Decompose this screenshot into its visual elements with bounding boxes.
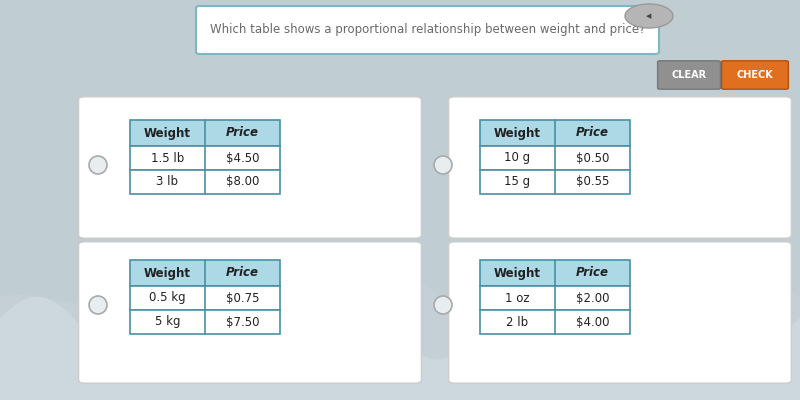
Text: $0.50: $0.50 (576, 152, 609, 164)
FancyBboxPatch shape (130, 310, 280, 334)
Text: Price: Price (576, 266, 609, 280)
Text: 0.5 kg: 0.5 kg (149, 292, 186, 304)
FancyBboxPatch shape (130, 286, 280, 310)
Text: $8.00: $8.00 (226, 176, 259, 188)
FancyBboxPatch shape (130, 120, 280, 146)
Text: ◀: ◀ (646, 13, 652, 19)
Text: 3 lb: 3 lb (157, 176, 178, 188)
FancyBboxPatch shape (480, 146, 630, 170)
Text: $4.00: $4.00 (576, 316, 610, 328)
Circle shape (625, 4, 673, 28)
Text: $7.50: $7.50 (226, 316, 259, 328)
Text: Weight: Weight (494, 266, 541, 280)
Text: 15 g: 15 g (505, 176, 530, 188)
Ellipse shape (434, 156, 452, 174)
FancyBboxPatch shape (480, 120, 630, 146)
FancyBboxPatch shape (449, 242, 791, 383)
Text: $4.50: $4.50 (226, 152, 259, 164)
Text: 10 g: 10 g (505, 152, 530, 164)
FancyBboxPatch shape (722, 61, 789, 89)
Text: Price: Price (576, 126, 609, 140)
Text: 1.5 lb: 1.5 lb (151, 152, 184, 164)
Ellipse shape (89, 296, 107, 314)
FancyBboxPatch shape (130, 170, 280, 194)
Text: Weight: Weight (144, 126, 191, 140)
Text: $2.00: $2.00 (576, 292, 610, 304)
Text: 2 lb: 2 lb (506, 316, 529, 328)
Text: Price: Price (226, 266, 259, 280)
FancyBboxPatch shape (78, 97, 422, 238)
FancyBboxPatch shape (130, 260, 280, 286)
FancyBboxPatch shape (130, 146, 280, 170)
Text: $0.55: $0.55 (576, 176, 609, 188)
FancyBboxPatch shape (658, 61, 720, 89)
FancyBboxPatch shape (480, 260, 630, 286)
FancyBboxPatch shape (480, 286, 630, 310)
FancyBboxPatch shape (196, 6, 659, 54)
Ellipse shape (89, 156, 107, 174)
FancyBboxPatch shape (449, 97, 791, 238)
Text: Price: Price (226, 126, 259, 140)
Text: 5 kg: 5 kg (154, 316, 180, 328)
Text: 1 oz: 1 oz (505, 292, 530, 304)
Text: Which table shows a proportional relationship between weight and price?: Which table shows a proportional relatio… (210, 24, 645, 36)
Text: $0.75: $0.75 (226, 292, 259, 304)
FancyBboxPatch shape (78, 242, 422, 383)
Polygon shape (0, 297, 800, 400)
Text: Weight: Weight (144, 266, 191, 280)
FancyBboxPatch shape (480, 170, 630, 194)
Text: CHECK: CHECK (737, 70, 774, 80)
FancyBboxPatch shape (480, 310, 630, 334)
Polygon shape (0, 272, 800, 400)
Text: Weight: Weight (494, 126, 541, 140)
Text: CLEAR: CLEAR (671, 70, 706, 80)
Ellipse shape (434, 296, 452, 314)
